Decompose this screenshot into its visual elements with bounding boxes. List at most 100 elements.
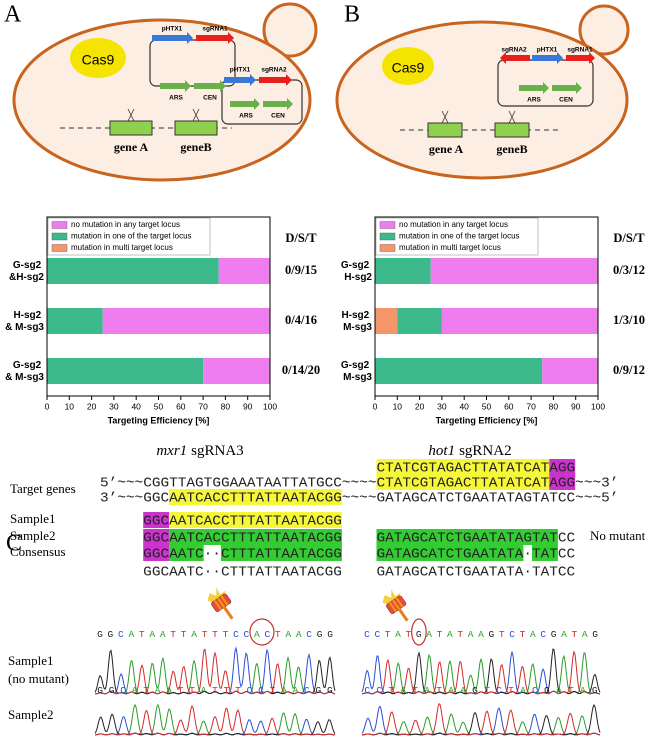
label-line: &H-sg2 xyxy=(9,272,44,283)
base: C xyxy=(304,685,310,696)
sgrna-label: sgRNA1 xyxy=(567,47,593,54)
sequence: GATAGCATCTGAATATAGTAT xyxy=(376,531,557,547)
base: G xyxy=(472,685,478,696)
trace xyxy=(94,648,336,695)
x-tick-label: 100 xyxy=(263,401,277,411)
gene-arrow xyxy=(160,80,191,92)
row-annotation: 0/3/12 xyxy=(613,263,645,277)
promoter-label: pHTX1 xyxy=(230,67,251,74)
base: A xyxy=(191,629,197,640)
base: A xyxy=(296,629,302,640)
legend-label: no mutation in any target locus xyxy=(71,220,180,229)
sequence: ·· xyxy=(204,547,221,563)
base: G xyxy=(592,685,598,696)
highlight xyxy=(169,545,204,561)
spark xyxy=(207,587,226,603)
highlight xyxy=(532,545,558,561)
bar-segment xyxy=(375,358,543,384)
hammer-stripe xyxy=(220,595,229,606)
hammer-handle xyxy=(398,608,409,622)
base: C xyxy=(258,685,264,696)
base: A xyxy=(448,685,454,696)
guide-name: sgRNA3 xyxy=(191,443,244,459)
sequence: GATAGCATCTGAATATA xyxy=(376,547,523,563)
row-note: No mutant xyxy=(590,528,646,543)
base: A xyxy=(285,629,291,640)
sequence: AGG xyxy=(549,476,575,492)
base: G xyxy=(327,629,333,640)
sequence: CTTTATTAATACGG xyxy=(221,547,342,563)
hammer-stripe xyxy=(395,597,404,608)
x-tick-label: 40 xyxy=(459,401,469,411)
bar-segment xyxy=(203,358,270,384)
legend-label: mutation in multi target locus xyxy=(399,243,501,252)
base: T xyxy=(457,629,463,640)
x-tick-label: 70 xyxy=(198,401,208,411)
label-line: M-sg3 xyxy=(343,372,372,383)
base: T xyxy=(385,629,391,640)
label-line: G-sg2 xyxy=(13,360,44,371)
base: G xyxy=(489,629,495,640)
base: A xyxy=(166,685,172,696)
gene-arrow xyxy=(519,82,549,94)
plasmid xyxy=(149,39,236,87)
gene-name: hot1 xyxy=(428,443,455,459)
base: C xyxy=(532,685,538,696)
x-tick-label: 100 xyxy=(591,401,605,411)
x-tick-label: 80 xyxy=(221,401,231,411)
base: T xyxy=(520,629,526,640)
y-tick-label: H-sg2 M-sg3 xyxy=(341,310,372,333)
legend-swatch xyxy=(379,244,396,252)
y-tick-label: G-sg2 &H-sg2 xyxy=(9,260,44,283)
gene-box xyxy=(494,122,530,138)
gene-label: gene A xyxy=(114,140,149,154)
x-tick-label: 50 xyxy=(154,401,164,411)
cell xyxy=(335,20,629,180)
trace xyxy=(94,704,336,736)
x-tick-label: 30 xyxy=(109,401,119,411)
sequence: GGCAATC··CTTTATTAATACGG xyxy=(143,565,342,581)
base: T xyxy=(275,629,281,640)
sample-label: Sample1 xyxy=(8,653,54,668)
gene-box xyxy=(174,120,218,136)
scissors xyxy=(441,110,449,124)
base: T xyxy=(178,685,184,696)
highlight xyxy=(549,459,576,475)
base: A xyxy=(582,629,588,640)
base: C xyxy=(509,629,515,640)
base: G xyxy=(97,629,103,640)
promoter-label: pHTX1 xyxy=(537,47,558,54)
cen-label: CEN xyxy=(203,95,217,102)
base: A xyxy=(478,629,484,640)
gene-label: gene A xyxy=(429,142,464,156)
base: T xyxy=(571,629,577,640)
base: C xyxy=(118,629,124,640)
cell-bud xyxy=(262,2,318,58)
sample-label: (no mutant) xyxy=(8,671,69,686)
base: A xyxy=(395,629,401,640)
x-tick-label: 80 xyxy=(549,401,559,411)
sequence: CTATCGTAGACTTATATCAT xyxy=(376,461,549,477)
base: T xyxy=(436,685,442,696)
highlight xyxy=(143,529,170,545)
sequence: · xyxy=(523,547,532,563)
x-axis-label: Targeting Efficiency [%] xyxy=(436,415,538,425)
base: T xyxy=(437,629,443,640)
hammer-icon xyxy=(207,587,234,620)
highlight xyxy=(169,489,342,505)
base: A xyxy=(460,685,466,696)
row-label: Target genes xyxy=(10,481,76,496)
legend-swatch xyxy=(379,232,396,241)
legend-box xyxy=(47,217,211,256)
base: T xyxy=(270,685,276,696)
base: T xyxy=(388,685,394,696)
x-tick-label: 50 xyxy=(482,401,492,411)
promoter-label: pHTX1 xyxy=(162,26,183,33)
bar-segment xyxy=(218,258,270,284)
base: T xyxy=(181,629,187,640)
base: G xyxy=(551,629,557,640)
legend-box xyxy=(375,217,539,256)
